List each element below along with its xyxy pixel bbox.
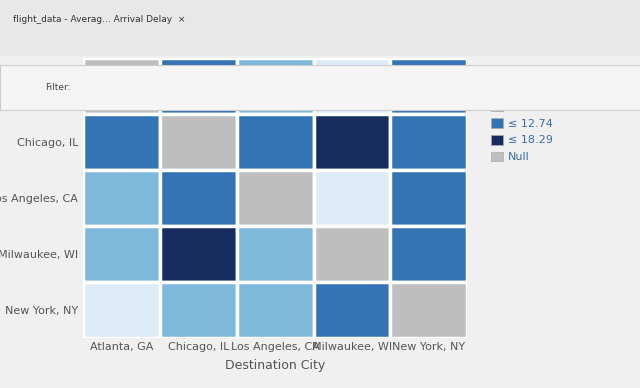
Bar: [237, 58, 314, 114]
Bar: [390, 282, 467, 338]
Legend: ≤ 3.68, ≤ 6.49, ≤ 9.56, ≤ 12.74, ≤ 18.29, Null: ≤ 3.68, ≤ 6.49, ≤ 9.56, ≤ 12.74, ≤ 18.29…: [488, 64, 556, 166]
Bar: [314, 58, 390, 114]
Bar: [83, 226, 160, 282]
Bar: [160, 282, 237, 338]
Bar: [314, 282, 390, 338]
Bar: [390, 226, 467, 282]
Bar: [237, 282, 314, 338]
Bar: [237, 114, 314, 170]
Bar: [160, 170, 237, 226]
Bar: [83, 170, 160, 226]
Text: flight_data - Averag... Arrival Delay  ×: flight_data - Averag... Arrival Delay ×: [13, 15, 185, 24]
Bar: [314, 114, 390, 170]
Bar: [237, 170, 314, 226]
Bar: [160, 114, 237, 170]
Bar: [83, 282, 160, 338]
Bar: [237, 226, 314, 282]
Bar: [160, 58, 237, 114]
Bar: [390, 114, 467, 170]
Text: Filter:: Filter:: [45, 83, 70, 92]
Bar: [83, 114, 160, 170]
X-axis label: Destination City: Destination City: [225, 359, 325, 372]
Title: Average Flight Arrival Delay: Average Flight Arrival Delay: [133, 33, 417, 51]
Bar: [83, 58, 160, 114]
Bar: [314, 226, 390, 282]
Bar: [390, 58, 467, 114]
Bar: [390, 170, 467, 226]
Bar: [314, 170, 390, 226]
Bar: [160, 226, 237, 282]
